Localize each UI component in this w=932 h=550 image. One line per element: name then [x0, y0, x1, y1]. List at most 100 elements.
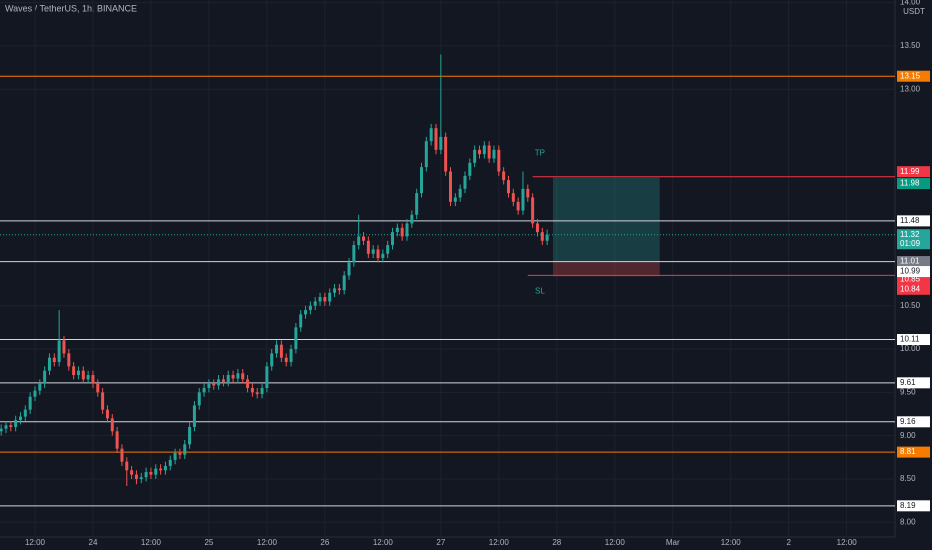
- candle-body: [217, 379, 221, 386]
- candle-body: [154, 468, 158, 475]
- level-label: 8.81: [900, 447, 916, 456]
- level-label: 10.11: [900, 335, 920, 344]
- countdown-label: 01:09: [900, 239, 921, 248]
- candle-body: [130, 470, 134, 475]
- x-tick-label: 12:00: [25, 538, 46, 547]
- candle-body: [134, 474, 138, 479]
- candle-body: [337, 288, 341, 291]
- x-tick-label: Mar: [666, 538, 680, 547]
- candle-body: [47, 357, 51, 371]
- candle-body: [531, 197, 535, 224]
- candle-body: [395, 227, 399, 233]
- candle-body: [105, 409, 109, 419]
- candle-body: [391, 232, 395, 246]
- candle-body: [183, 444, 187, 455]
- candle-body: [516, 201, 520, 211]
- candle-body: [386, 245, 390, 254]
- x-tick-label: 12:00: [489, 538, 510, 547]
- stop-text: SL: [535, 286, 545, 295]
- x-tick-label: 27: [436, 538, 445, 547]
- entry-label-bg: [897, 266, 930, 278]
- level-label: 11.48: [900, 216, 920, 225]
- candle-body: [178, 452, 182, 455]
- level-label: 11.01: [900, 257, 920, 266]
- candle-body: [9, 425, 13, 428]
- x-tick-label: 12:00: [257, 538, 278, 547]
- candle-body: [313, 301, 317, 306]
- candle-body: [231, 375, 235, 379]
- target-label: 11.98: [900, 179, 920, 188]
- candle-body: [371, 249, 375, 254]
- y-tick-label: 8.50: [900, 474, 916, 483]
- candle-body: [473, 149, 477, 163]
- level-label-bg: [897, 256, 930, 268]
- candle-body: [192, 405, 196, 428]
- candle-body: [497, 149, 501, 172]
- candle-body: [492, 149, 496, 159]
- ray-label-bg: [897, 273, 930, 285]
- candle-body: [255, 392, 259, 395]
- stop-label: 10.84: [900, 284, 921, 293]
- candle-body: [545, 234, 549, 241]
- candle-body: [28, 396, 32, 410]
- candle-body: [405, 223, 409, 237]
- x-tick-label: 25: [204, 538, 213, 547]
- candle-body: [4, 425, 8, 429]
- candle-body: [526, 188, 530, 198]
- candle-body: [149, 472, 153, 475]
- candle-body: [163, 465, 167, 471]
- candle-body: [362, 236, 366, 241]
- stop-label-bg: [897, 283, 930, 295]
- candle-body: [212, 383, 216, 386]
- y-tick-label: 10.00: [900, 344, 921, 353]
- x-tick-label: 12:00: [373, 538, 394, 547]
- candle-body: [468, 162, 472, 176]
- y-tick-label: 13.50: [900, 41, 921, 50]
- candle-body: [535, 223, 539, 233]
- target-zone: [552, 177, 660, 262]
- level-label-bg: [897, 215, 930, 227]
- y-tick-label: 8.00: [900, 517, 916, 526]
- last-price-label: 11.32: [900, 230, 920, 239]
- candle-body: [381, 253, 385, 259]
- candle-body: [347, 262, 351, 276]
- candle-body: [197, 392, 201, 406]
- candle-body: [57, 340, 61, 363]
- candle-body: [101, 392, 105, 410]
- candle-body: [72, 366, 76, 376]
- level-label: 13.15: [900, 71, 921, 80]
- candle-body: [23, 409, 27, 417]
- candle-body: [226, 375, 230, 382]
- candle-body: [76, 370, 80, 376]
- level-label: 8.19: [900, 501, 916, 510]
- level-label: 9.16: [900, 417, 916, 426]
- candle-body: [294, 327, 298, 350]
- ray-label: 10.85: [900, 275, 921, 284]
- candle-body: [304, 310, 308, 315]
- candle-body: [415, 193, 419, 215]
- candle-body: [453, 197, 457, 202]
- candle-body: [352, 245, 356, 263]
- y-tick-label: 9.50: [900, 387, 916, 396]
- candle-body: [236, 373, 240, 379]
- candle-body: [62, 340, 66, 354]
- candle-body: [115, 431, 119, 449]
- candle-body: [265, 366, 269, 389]
- candle-body: [323, 297, 327, 302]
- candle-body: [400, 227, 404, 237]
- candle-body: [81, 370, 85, 380]
- y-tick-label: 13.00: [900, 84, 921, 93]
- last-price-bg: [897, 229, 930, 250]
- y-tick-label: 9.00: [900, 431, 916, 440]
- target-label-bg: [897, 178, 930, 190]
- candle-body: [250, 388, 254, 393]
- candle-body: [357, 236, 361, 246]
- stop-zone: [552, 261, 660, 277]
- candle-body: [91, 375, 95, 384]
- candle-body: [410, 214, 414, 224]
- candle-body: [221, 379, 225, 382]
- x-tick-label: 12:00: [721, 538, 742, 547]
- level-label-bg: [897, 500, 930, 512]
- candle-body: [482, 145, 486, 155]
- x-tick-label: 2: [786, 538, 791, 547]
